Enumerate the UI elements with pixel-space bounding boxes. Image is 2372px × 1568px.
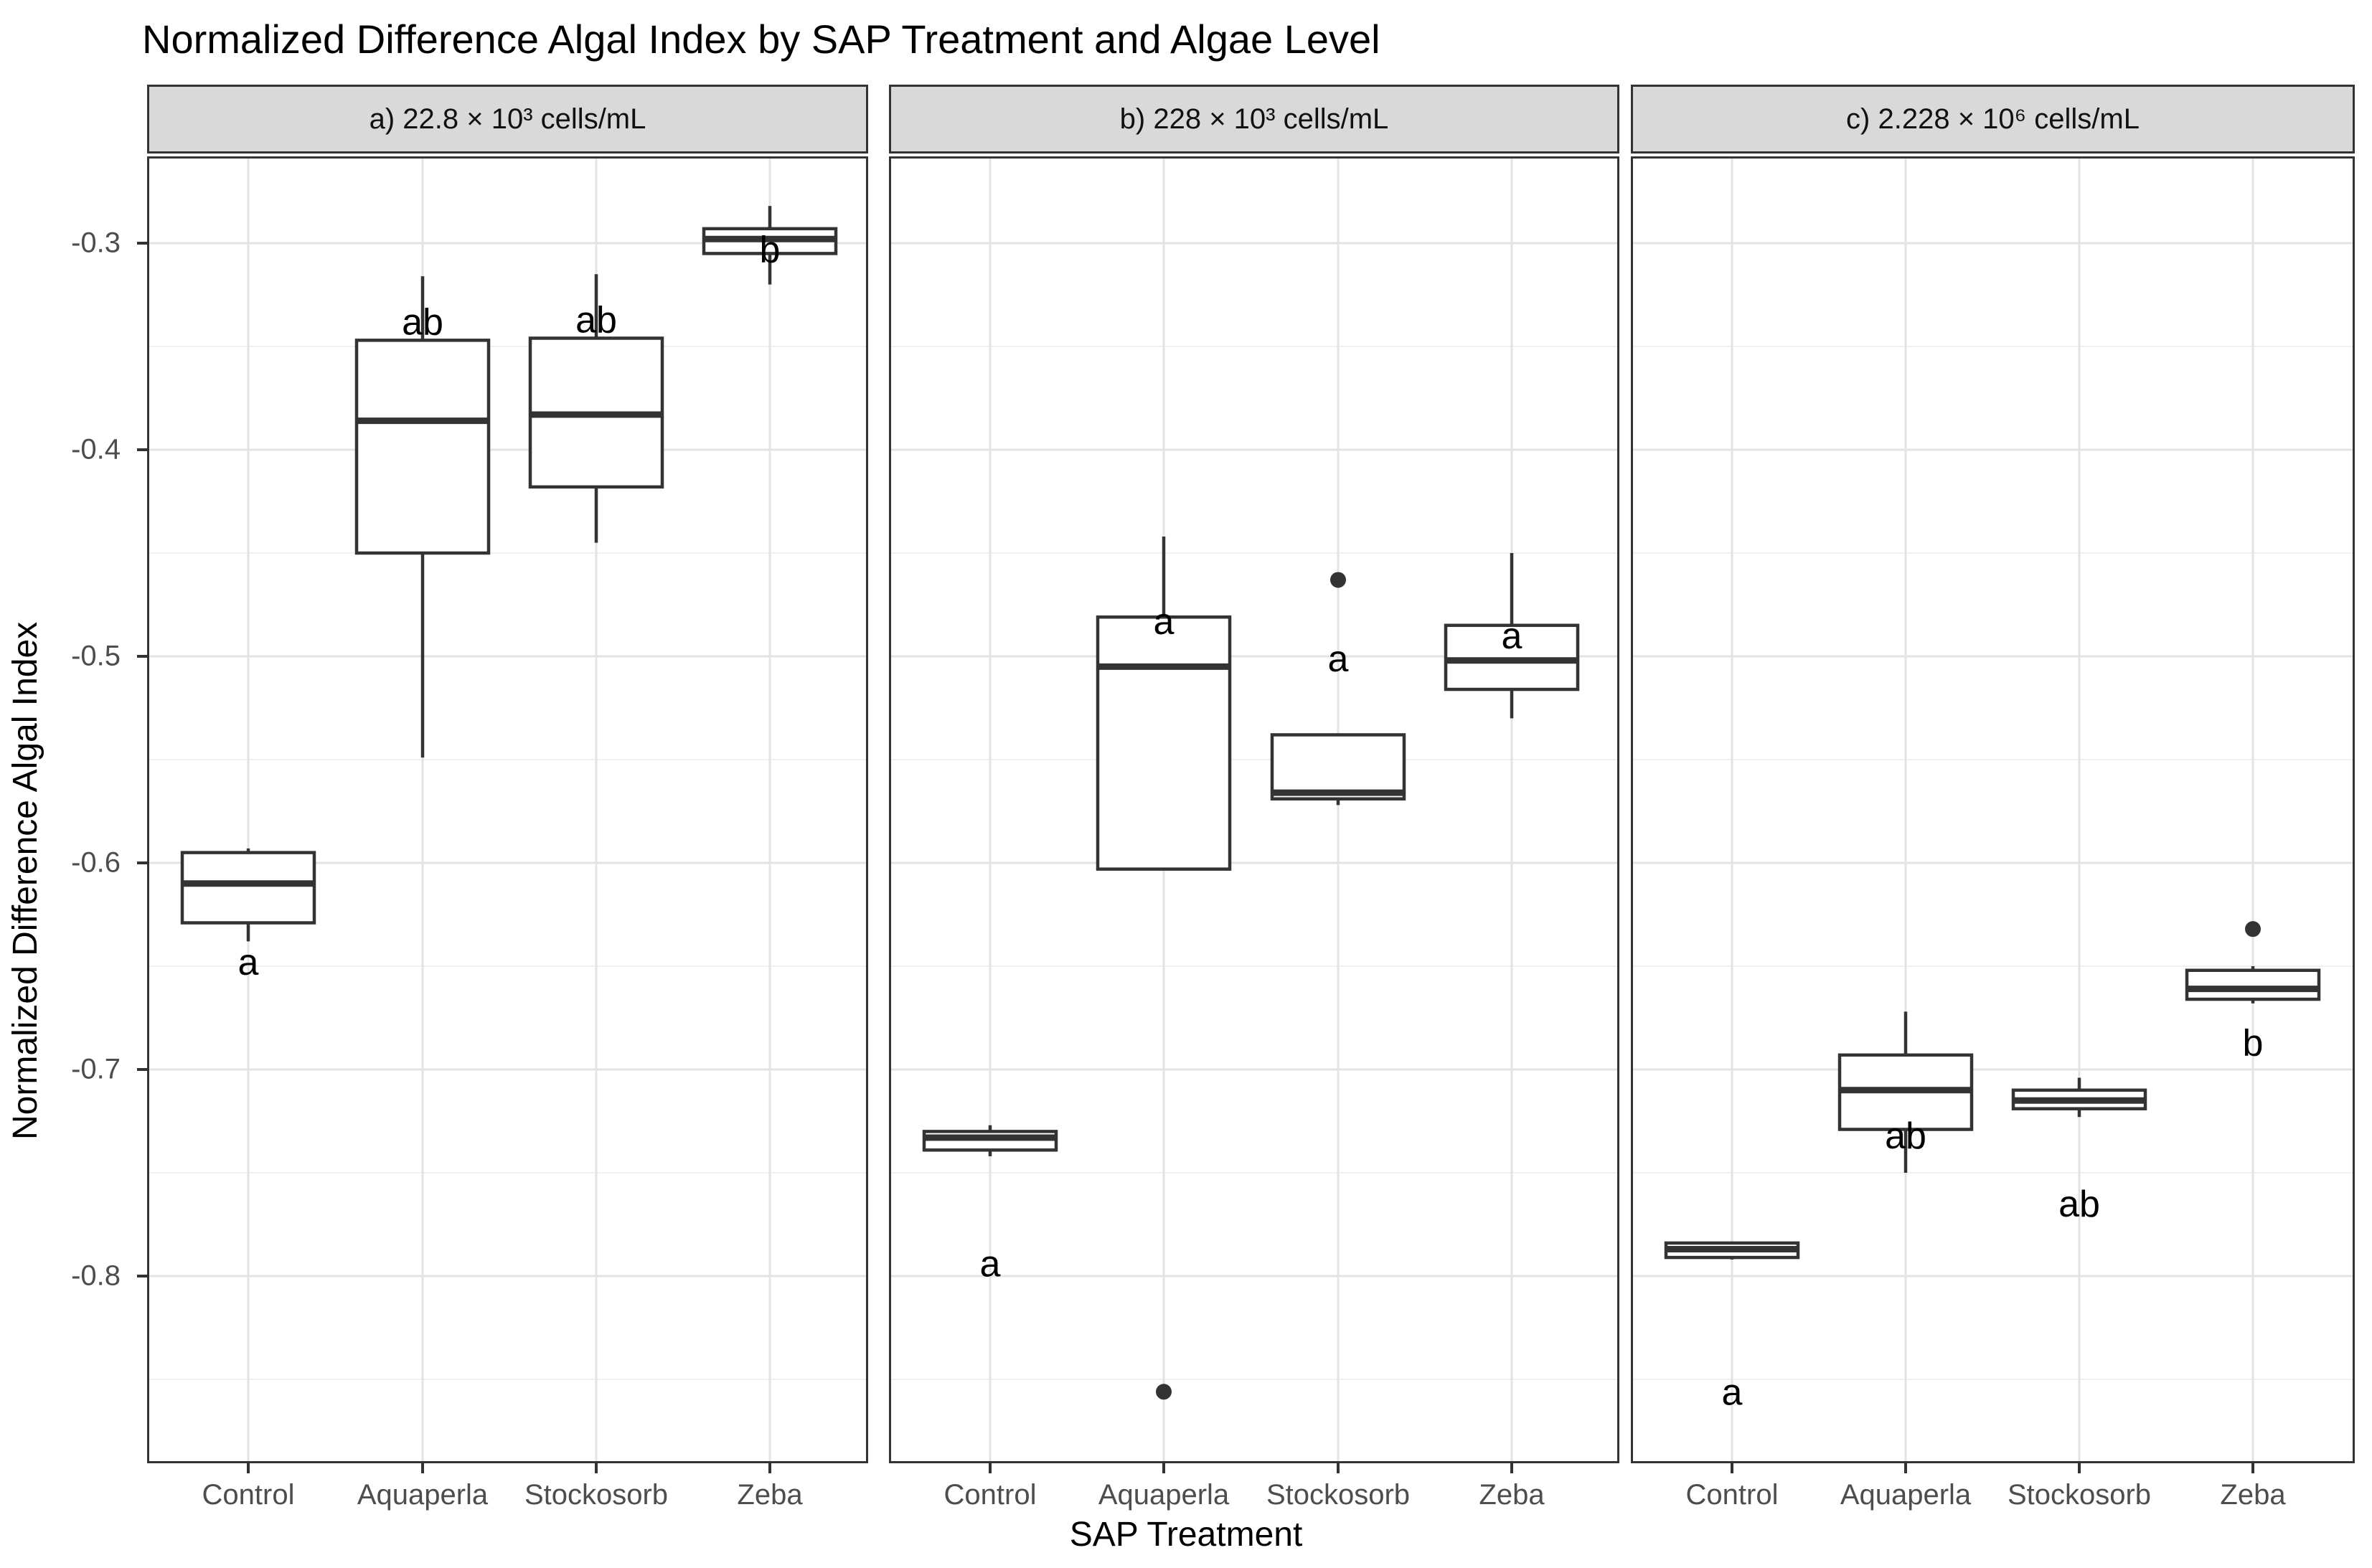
x-tick-label-stockosorb: Stockosorb (1266, 1479, 1411, 1511)
significance-letter: ab (402, 301, 443, 343)
y-tick-label: -0.8 (71, 1260, 121, 1292)
y-axis-title: Normalized Difference Algal Index (6, 621, 44, 1140)
x-tick-label-control: Control (1685, 1479, 1779, 1511)
facet-strip-c: c) 2.228 × 10⁶ cells/mL (1631, 85, 2355, 154)
boxplot-zeba: a (1444, 553, 1580, 719)
boxplot-aquaperla: ab (1837, 1011, 1974, 1173)
y-axis-ticks (137, 242, 147, 1277)
y-tick-label: -0.4 (71, 433, 121, 466)
significance-letter: ab (575, 300, 617, 341)
significance-letter: ab (2058, 1184, 2100, 1225)
x-axis-title: SAP Treatment (1069, 1516, 1303, 1554)
x-tick-label-zeba: Zeba (1479, 1479, 1545, 1511)
x-tick-label-aquaperla: Aquaperla (357, 1479, 489, 1511)
boxplot-stockosorb: ab (2011, 1077, 2147, 1225)
significance-letter: a (1722, 1371, 1743, 1413)
boxplot-aquaperla: ab (354, 276, 491, 758)
outlier-point (1330, 572, 1346, 588)
y-tick-label: -0.5 (71, 640, 121, 672)
facet-panel-c: a ab ab b (1631, 156, 2355, 1473)
boxplot-control: a (1664, 1241, 1800, 1413)
significance-letter: a (1502, 615, 1522, 657)
x-tick-label-zeba: Zeba (737, 1479, 803, 1511)
significance-letter: a (980, 1244, 1001, 1285)
outlier-point (2245, 921, 2261, 938)
outlier-point (1156, 1384, 1172, 1400)
facet-strip-a: a) 22.8 × 10³ cells/mL (147, 85, 868, 154)
boxplot-zeba: b (2185, 921, 2321, 1064)
plot-title: Normalized Difference Algal Index by SAP… (142, 16, 1380, 62)
significance-letter: b (760, 230, 781, 271)
boxplot-aquaperla: a (1096, 536, 1232, 1400)
facet-panel-b: a a a a (889, 156, 1619, 1473)
boxplot-stockosorb: ab (528, 274, 664, 543)
x-tick-label-control: Control (202, 1479, 295, 1511)
x-tick-label-aquaperla: Aquaperla (1840, 1479, 1972, 1511)
y-tick-label: -0.3 (71, 227, 121, 259)
facet-strip-label-c: c) 2.228 × 10⁶ cells/mL (1846, 103, 2140, 135)
x-tick-label-zeba: Zeba (2220, 1479, 2286, 1511)
significance-letter: a (238, 942, 259, 983)
boxplot-control: a (180, 848, 316, 983)
boxplot-zeba: b (702, 206, 838, 285)
significance-letter: a (1328, 638, 1349, 680)
boxplot-stockosorb: a (1270, 572, 1406, 806)
y-axis-tick-labels: -0.3 -0.4 -0.5 -0.6 -0.7 -0.8 (0, 0, 121, 1568)
y-tick-label: -0.7 (71, 1053, 121, 1085)
boxplot-control: a (922, 1125, 1058, 1285)
facet-panel-a: a ab ab b (147, 156, 868, 1473)
x-tick-label-stockosorb: Stockosorb (2007, 1479, 2152, 1511)
facet-strip-label-b: b) 228 × 10³ cells/mL (1119, 103, 1389, 135)
x-tick-label-stockosorb: Stockosorb (524, 1479, 669, 1511)
y-tick-label: -0.6 (71, 846, 121, 879)
x-tick-label-aquaperla: Aquaperla (1098, 1479, 1230, 1511)
x-tick-label-control: Control (943, 1479, 1037, 1511)
facet-strip-label-a: a) 22.8 × 10³ cells/mL (369, 103, 646, 135)
significance-letter: b (2243, 1023, 2264, 1064)
facet-strip-b: b) 228 × 10³ cells/mL (889, 85, 1619, 154)
significance-letter: a (1154, 601, 1175, 643)
significance-letter: ab (1885, 1115, 1926, 1157)
